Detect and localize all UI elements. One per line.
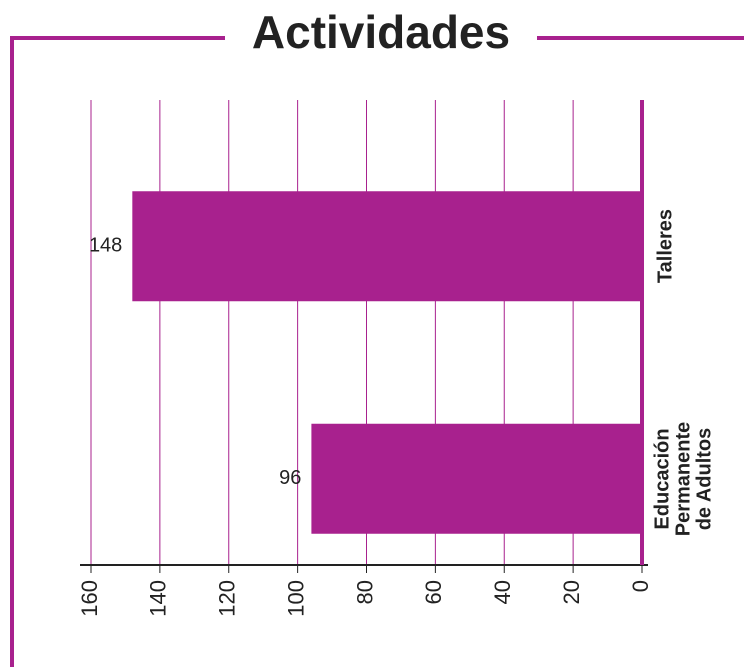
value-label: 96 [279,467,301,489]
category-label: Talleres [654,209,677,284]
x-tick-label: 140 [146,580,171,617]
x-tick-label: 60 [421,580,446,604]
x-tick-label: 20 [559,580,584,604]
x-tick-label: 120 [215,580,240,617]
x-tick-label: 100 [283,580,308,617]
x-tick-label: 80 [352,580,377,604]
bar [132,191,642,302]
category-label: Educación Permanente de Adultos [651,421,716,537]
value-label: 148 [89,235,122,257]
x-tick-label: 160 [77,580,102,617]
bar [311,423,642,534]
chart-title: Actividades [252,6,510,58]
x-tick-label: 0 [628,580,653,592]
frame-left [10,36,225,667]
x-tick-label: 40 [490,580,515,604]
